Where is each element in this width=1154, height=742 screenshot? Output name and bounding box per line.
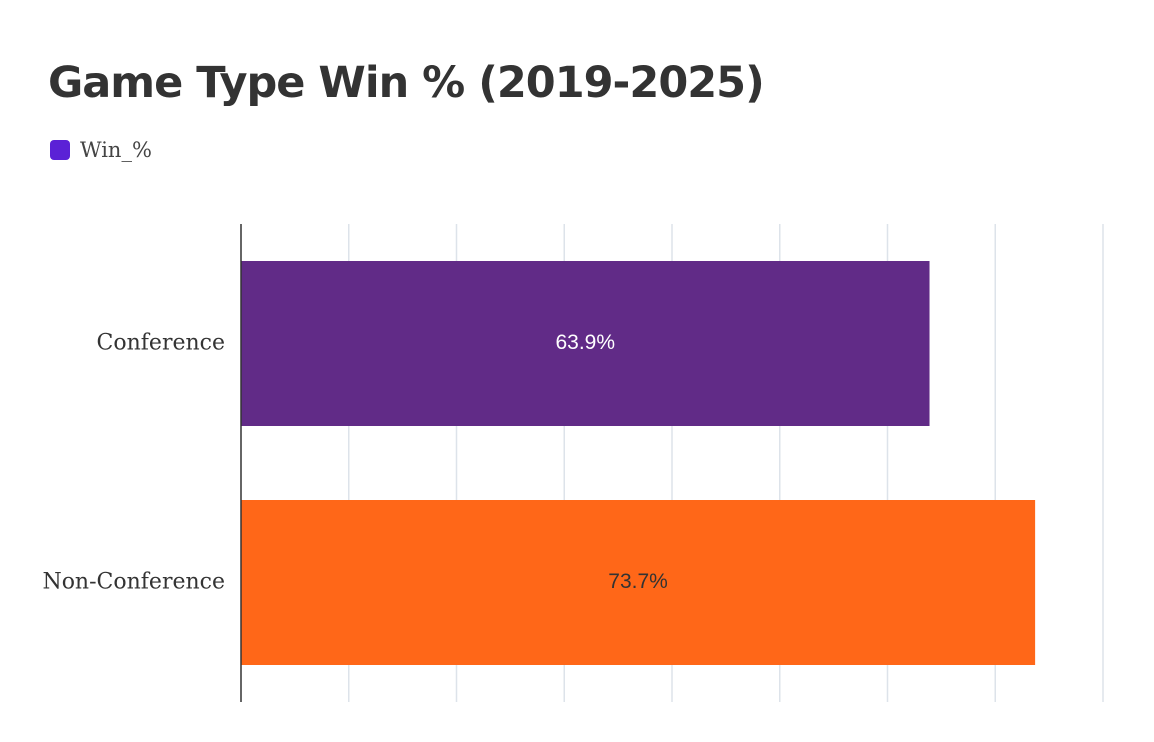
bar-data-label: 63.9%	[555, 331, 615, 354]
bar-non-conference[interactable]	[241, 500, 1036, 665]
bar-conference[interactable]	[241, 261, 930, 426]
chart-title: Game Type Win % (2019-2025)	[48, 58, 765, 108]
category-label: Conference	[97, 331, 225, 356]
bar-data-label: 73.7%	[608, 570, 668, 593]
legend-swatch	[50, 140, 70, 160]
category-label: Non-Conference	[42, 570, 225, 595]
legend-label: Win_%	[80, 138, 152, 162]
legend[interactable]: Win_%	[50, 138, 152, 162]
